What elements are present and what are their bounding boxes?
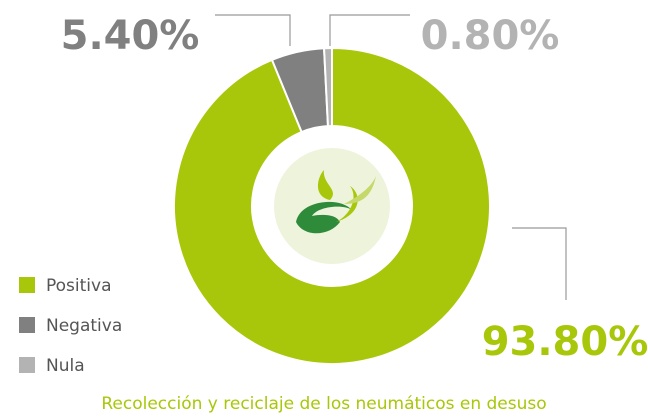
legend-swatch [19,317,35,333]
chart-title: Recolección y reciclaje de los neumático… [101,394,546,414]
value-label: 0.80% [421,13,560,59]
value-label: 5.40% [61,13,200,59]
legend-swatch [19,277,35,293]
leader-line [215,14,291,46]
legend-label: Negativa [46,316,122,336]
legend-label: Positiva [46,276,112,296]
legend-label: Nula [46,356,85,376]
value-label: 93.80% [482,319,648,365]
logo [296,170,376,234]
leader-line [329,14,410,46]
legend-swatch [19,357,35,373]
leader-line [512,227,567,300]
